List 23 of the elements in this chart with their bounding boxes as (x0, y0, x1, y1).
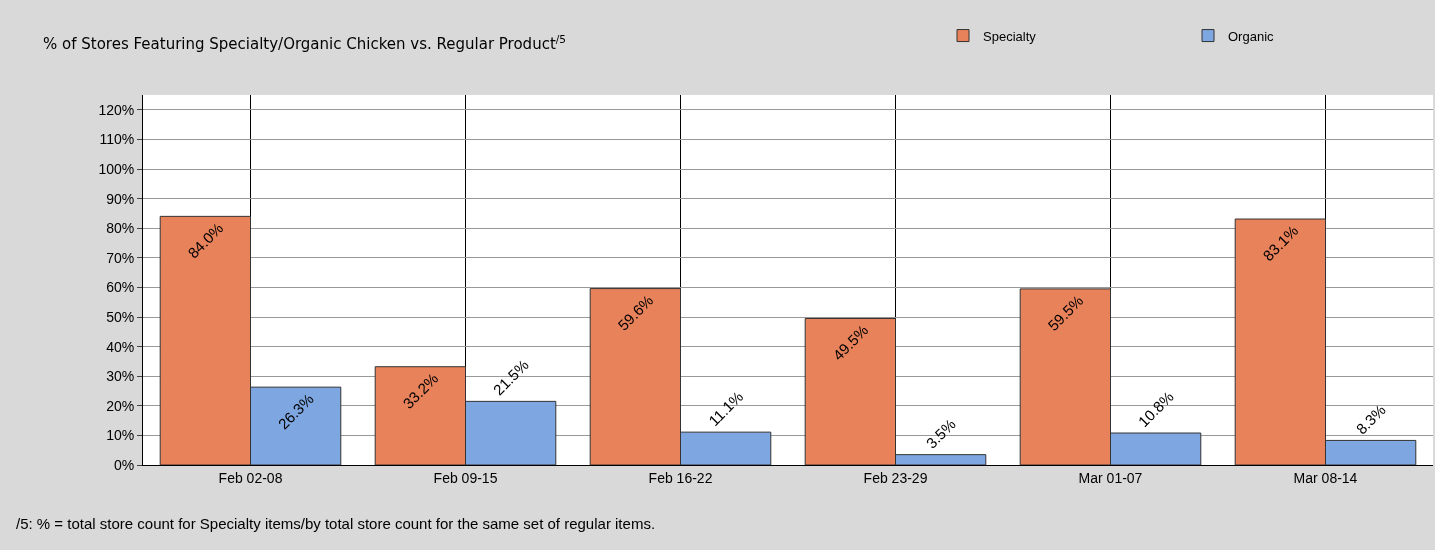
y-tick-label: 40% (106, 338, 135, 355)
x-tick-label: Feb 02-08 (218, 469, 283, 486)
y-tick-label: 90% (106, 190, 135, 207)
y-tick-label: 80% (106, 220, 135, 237)
x-tick-label: Feb 09-15 (433, 469, 498, 486)
x-tick-label: Feb 16-22 (648, 469, 713, 486)
text: /5: % = total store count for Specialty items/by total store count for the same set of regular items. (16, 515, 656, 532)
y-tick-label: 60% (106, 279, 135, 296)
y-tick-label: 100% (98, 160, 135, 177)
x-tick-label: Mar 01-07 (1078, 469, 1143, 486)
legend-label: Specialty (983, 28, 1037, 44)
chart-title: % of Stores Featuring Specialty/Organic Chicken vs. Regular Product$^{/5}$ (43, 32, 566, 53)
y-tick-label: 10% (106, 427, 135, 444)
x-tick-label: Mar 08-14 (1293, 469, 1358, 486)
y-tick-label: 120% (98, 101, 135, 118)
y-tick-label: 110% (99, 131, 135, 148)
y-tick-label: 20% (106, 397, 135, 414)
x-tick-label: Feb 23-29 (863, 469, 928, 486)
y-tick-label: 50% (106, 308, 135, 325)
y-tick-label: 30% (106, 368, 135, 385)
y-tick-label: 70% (106, 249, 135, 266)
y-tick-label: 0% (113, 456, 135, 473)
legend-label: Organic (1228, 28, 1275, 44)
